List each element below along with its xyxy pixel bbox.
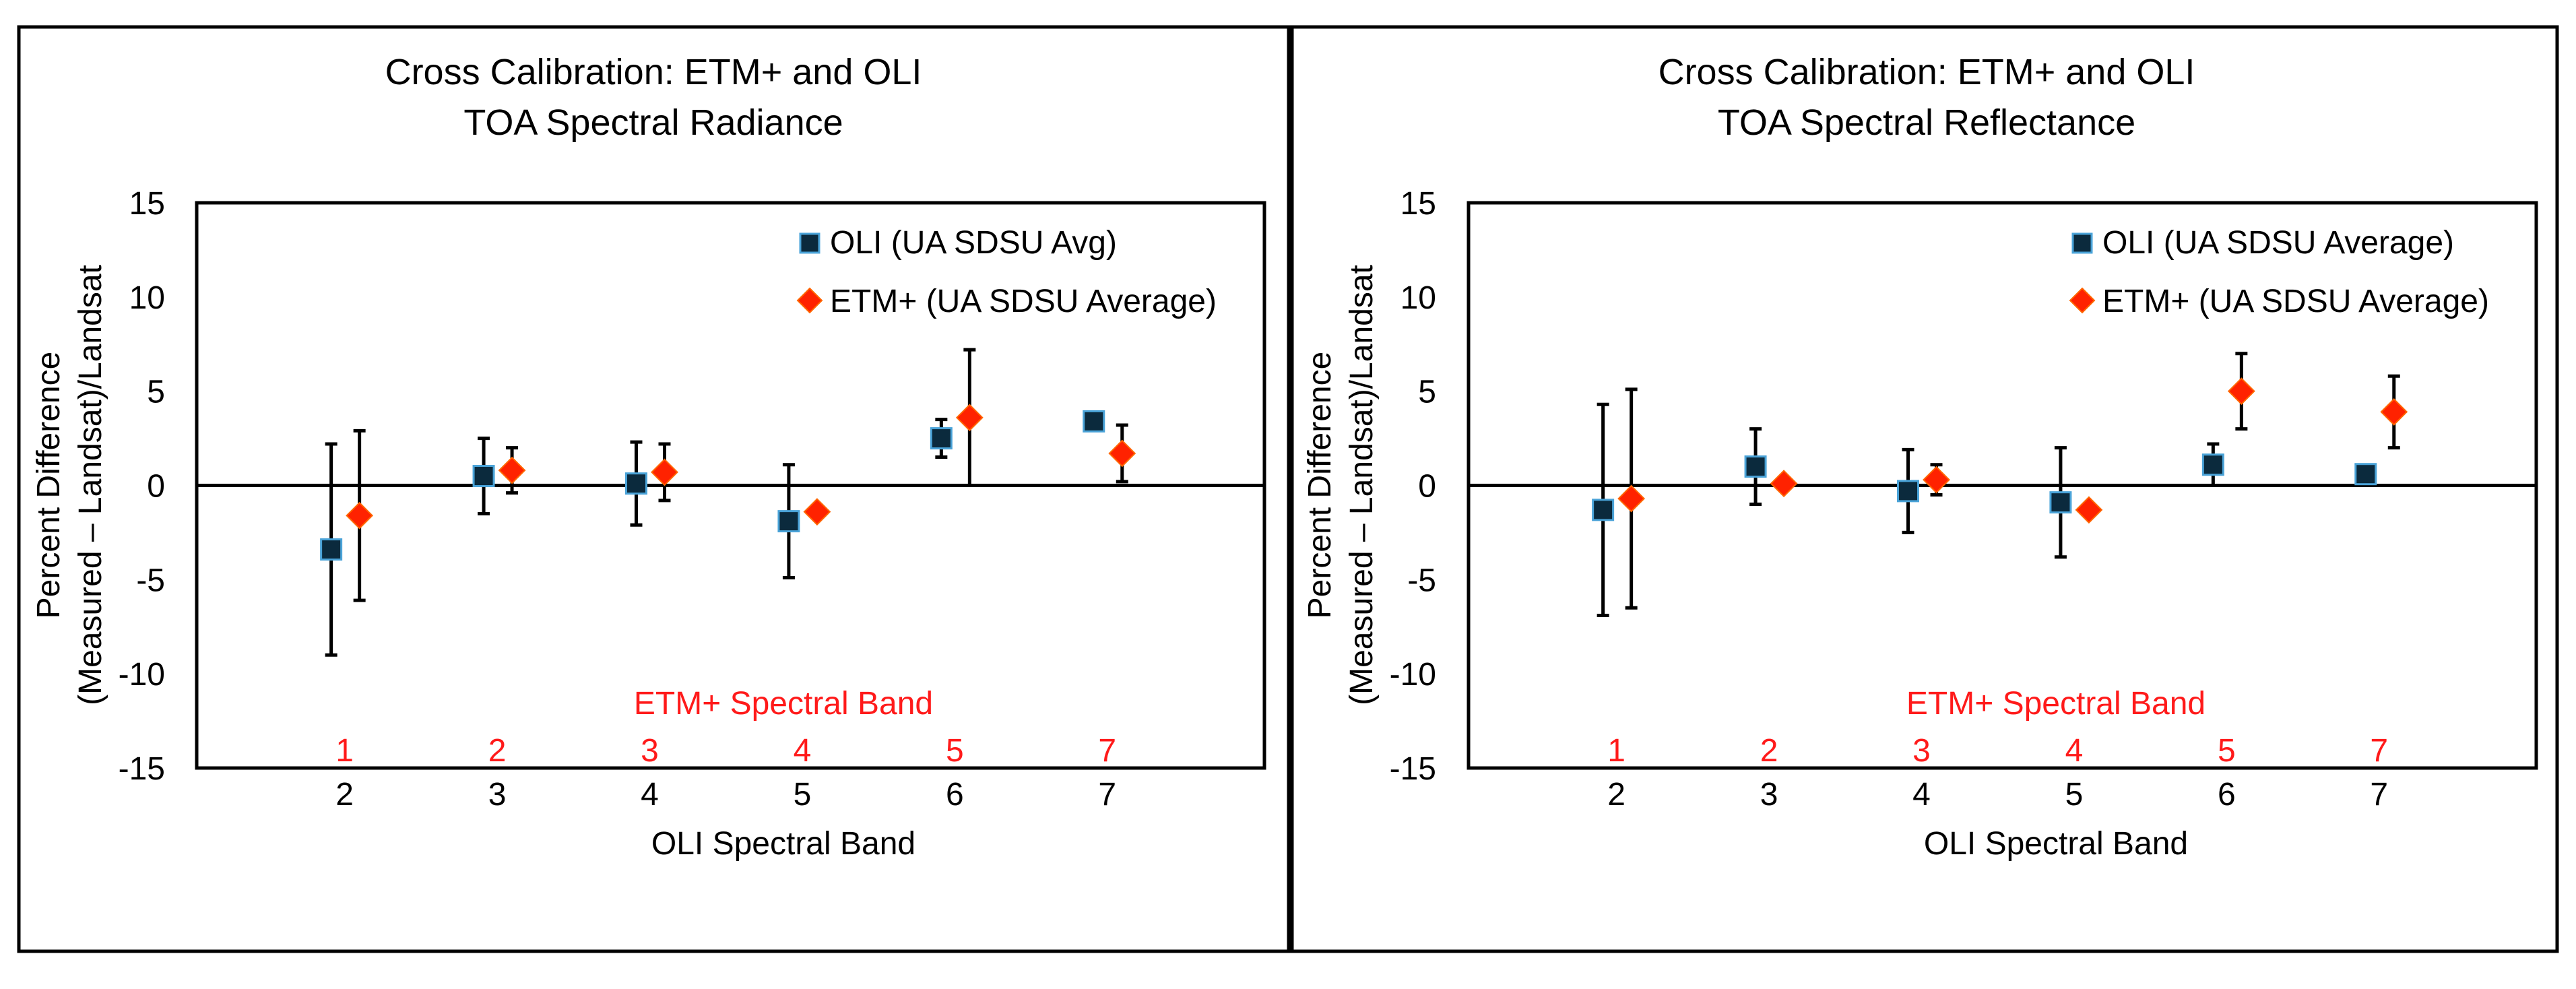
x-tick-label: 3 — [1760, 777, 1778, 812]
etm-band-label: 4 — [794, 733, 812, 769]
etm-band-label: 3 — [1912, 733, 1931, 769]
x-tick-label: 7 — [2370, 777, 2388, 812]
y-tick-label: 0 — [147, 469, 165, 505]
oli-point — [472, 465, 495, 488]
oli-point — [1592, 499, 1615, 521]
x-tick-label: 6 — [2218, 777, 2236, 812]
y-tick-label: -15 — [1390, 751, 1436, 787]
x-axis-title: OLI Spectral Band — [651, 826, 915, 862]
oli-point — [930, 427, 953, 450]
legend-oli-marker — [799, 232, 820, 254]
etm-band-label: 7 — [1098, 733, 1116, 769]
y-tick-label: -10 — [1390, 657, 1436, 693]
x-tick-label: 3 — [488, 777, 507, 812]
etm-band-label: 5 — [946, 733, 964, 769]
etm-point — [2075, 496, 2103, 524]
legend-oli-label: OLI (UA SDSU Average) — [2102, 225, 2454, 261]
etm-point — [803, 498, 831, 526]
oli-point — [1896, 480, 1919, 503]
etm-point — [1108, 439, 1136, 468]
legend: OLI (UA SDSU Avg) ETM+ (UA SDSU Average) — [796, 225, 1217, 319]
legend-etm-marker — [2069, 287, 2096, 314]
etm-point — [955, 404, 984, 432]
x-tick-label: 5 — [794, 777, 812, 812]
y-tick-label: 10 — [129, 280, 165, 316]
y-tick-label: 15 — [1400, 186, 1436, 222]
etm-point — [346, 501, 374, 530]
etm-point — [1770, 470, 1798, 498]
y-tick-label: -10 — [119, 657, 165, 693]
x-tick-label: 2 — [335, 777, 354, 812]
etm-band-label: 1 — [335, 733, 354, 769]
etm-band-label: 3 — [641, 733, 659, 769]
legend: OLI (UA SDSU Average) ETM+ (UA SDSU Aver… — [2069, 225, 2489, 319]
etm-point — [2380, 398, 2408, 426]
y-axis-title-line2: (Measured – Landsat)/Landsat — [1344, 265, 1380, 705]
x-tick-label: 7 — [1098, 777, 1116, 812]
y-tick-label: -15 — [119, 751, 165, 787]
etm-point — [1617, 484, 1646, 513]
legend-etm-marker — [796, 287, 823, 314]
chart-panel-radiance: Cross Calibration: ETM+ and OLI TOA Spec… — [17, 25, 1291, 953]
y-tick-label: 0 — [1418, 469, 1436, 505]
y-axis-title-line2: (Measured – Landsat)/Landsat — [73, 265, 108, 705]
secondary-x-axis-title: ETM+ Spectral Band — [1906, 686, 2205, 722]
oli-point — [2354, 463, 2377, 486]
oli-point — [1744, 455, 1767, 478]
oli-point — [1083, 410, 1105, 433]
panel-frame — [17, 25, 1291, 953]
oli-point — [777, 510, 800, 533]
etm-point — [498, 456, 526, 484]
etm-band-label: 5 — [2218, 733, 2236, 769]
legend-etm-label: ETM+ (UA SDSU Average) — [2102, 284, 2489, 319]
y-tick-label: 10 — [1400, 280, 1436, 316]
legend-oli-marker — [2071, 232, 2093, 254]
etm-band-label: 2 — [1760, 733, 1778, 769]
chart-subtitle: TOA Spectral Radiance — [463, 102, 843, 143]
x-axis-title: OLI Spectral Band — [1924, 826, 2188, 862]
y-tick-label: 5 — [1418, 375, 1436, 410]
x-tick-label: 4 — [641, 777, 659, 812]
x-tick-label: 4 — [1912, 777, 1931, 812]
secondary-x-axis-title: ETM+ Spectral Band — [634, 686, 933, 722]
chart-title: Cross Calibration: ETM+ and OLI — [385, 52, 922, 92]
etm-point — [1923, 466, 1950, 494]
y-tick-label: 15 — [129, 186, 165, 222]
oli-point — [2049, 491, 2072, 514]
x-tick-label: 5 — [2065, 777, 2084, 812]
y-axis-title-line1: Percent Difference — [1302, 352, 1338, 619]
y-tick-label: -5 — [136, 563, 165, 598]
chart-panel-reflectance: Cross Calibration: ETM+ and OLI TOA Spec… — [1290, 25, 2559, 953]
x-tick-label: 6 — [946, 777, 964, 812]
oli-point — [624, 472, 647, 495]
panel-frame — [1290, 25, 2559, 953]
chart-subtitle: TOA Spectral Reflectance — [1718, 102, 2135, 143]
oli-point — [320, 538, 343, 561]
etm-point — [651, 458, 678, 486]
etm-band-label: 1 — [1607, 733, 1625, 769]
y-tick-label: 5 — [147, 375, 165, 410]
etm-band-label: 2 — [488, 733, 507, 769]
etm-point — [2227, 377, 2255, 406]
etm-band-label: 4 — [2065, 733, 2084, 769]
legend-etm-label: ETM+ (UA SDSU Average) — [830, 284, 1217, 319]
etm-band-label: 7 — [2370, 733, 2388, 769]
y-axis-title-line1: Percent Difference — [31, 352, 67, 619]
oli-point — [2201, 453, 2224, 476]
chart-title: Cross Calibration: ETM+ and OLI — [1659, 52, 2195, 92]
x-tick-label: 2 — [1607, 777, 1625, 812]
y-tick-label: -5 — [1407, 563, 1436, 598]
legend-oli-label: OLI (UA SDSU Avg) — [830, 225, 1117, 261]
